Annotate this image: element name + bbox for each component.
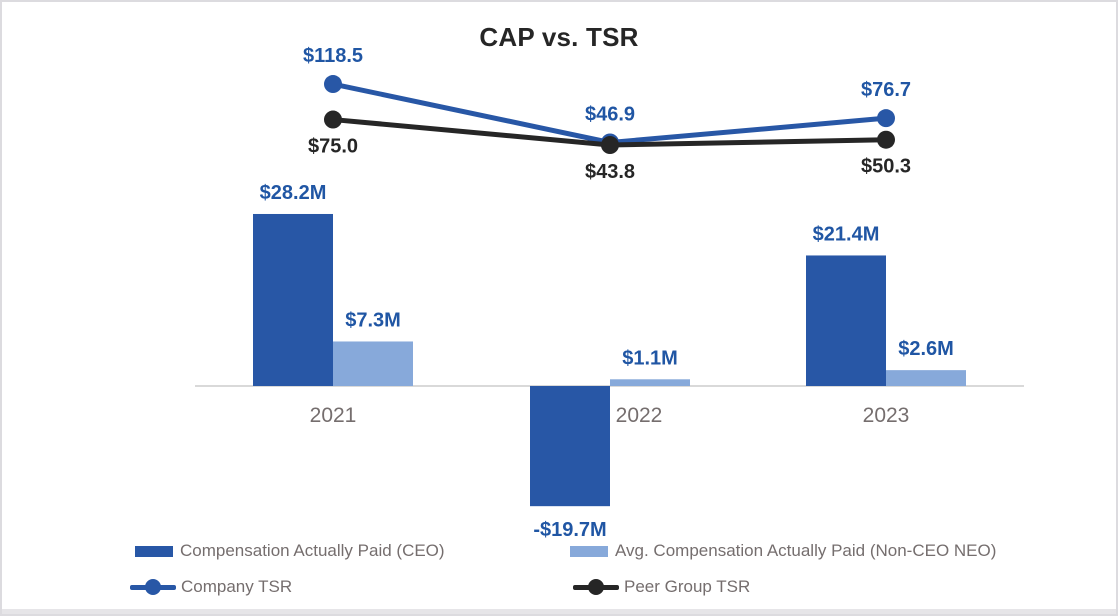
- legend-item-peer-tsr: Peer Group TSR: [573, 576, 750, 598]
- bar-label-cap-ceo-2022: -$19.7M: [533, 519, 606, 541]
- line-label-peer-tsr-2023: $50.3: [861, 156, 911, 178]
- legend-swatch-peer-tsr-line-icon: [573, 579, 619, 595]
- legend-swatch-cap-neo-bar-icon: [570, 545, 608, 557]
- bar-cap-neo-2021: [333, 341, 413, 386]
- legend-label-cap-neo: Avg. Compensation Actually Paid (Non-CEO…: [615, 541, 997, 560]
- bar-label-cap-neo-2021: $7.3M: [345, 309, 401, 331]
- bar-cap-ceo-2023: [806, 255, 886, 386]
- legend-item-cap-ceo: Compensation Actually Paid (CEO): [135, 540, 445, 562]
- category-label-2022: 2022: [616, 404, 663, 427]
- bar-label-cap-neo-2023: $2.6M: [898, 338, 954, 360]
- legend-label-cap-ceo: Compensation Actually Paid (CEO): [180, 541, 445, 560]
- line-label-company-tsr-2021: $118.5: [303, 45, 363, 67]
- legend-item-cap-neo: Avg. Compensation Actually Paid (Non-CEO…: [570, 540, 996, 562]
- category-label-2021: 2021: [310, 404, 357, 427]
- line-label-company-tsr-2022: $46.9: [585, 104, 635, 126]
- bar-label-cap-ceo-2023: $21.4M: [813, 223, 880, 245]
- bar-cap-neo-2022: [610, 379, 690, 386]
- legend-label-peer-tsr: Peer Group TSR: [624, 577, 751, 596]
- chart-title: CAP vs. TSR: [479, 22, 639, 52]
- bar-cap-ceo-2022: [530, 386, 610, 507]
- page-edge-strip: [2, 609, 1116, 614]
- bar-label-cap-ceo-2021: $28.2M: [260, 182, 327, 204]
- marker-peer-tsr-2022-icon: [601, 136, 619, 155]
- marker-peer-tsr-2023-icon: [877, 130, 895, 149]
- line-label-company-tsr-2023: $76.7: [861, 79, 911, 101]
- bar-cap-ceo-2021: [253, 213, 333, 386]
- legend-item-company-tsr: Company TSR: [130, 576, 292, 598]
- legend-swatch-company-tsr-line-icon: [130, 579, 176, 595]
- marker-peer-tsr-2021-icon: [324, 110, 342, 129]
- line-label-peer-tsr-2021: $75.0: [308, 136, 358, 158]
- marker-company-tsr-2021-icon: [324, 75, 342, 94]
- bar-label-cap-neo-2022: $1.1M: [622, 347, 678, 369]
- line-label-peer-tsr-2022: $43.8: [585, 161, 635, 183]
- legend-label-company-tsr: Company TSR: [181, 577, 293, 596]
- marker-company-tsr-2023-icon: [877, 109, 895, 128]
- category-label-2023: 2023: [863, 404, 910, 427]
- bar-cap-neo-2023: [886, 370, 966, 386]
- legend-swatch-cap-ceo-bar-icon: [135, 545, 173, 557]
